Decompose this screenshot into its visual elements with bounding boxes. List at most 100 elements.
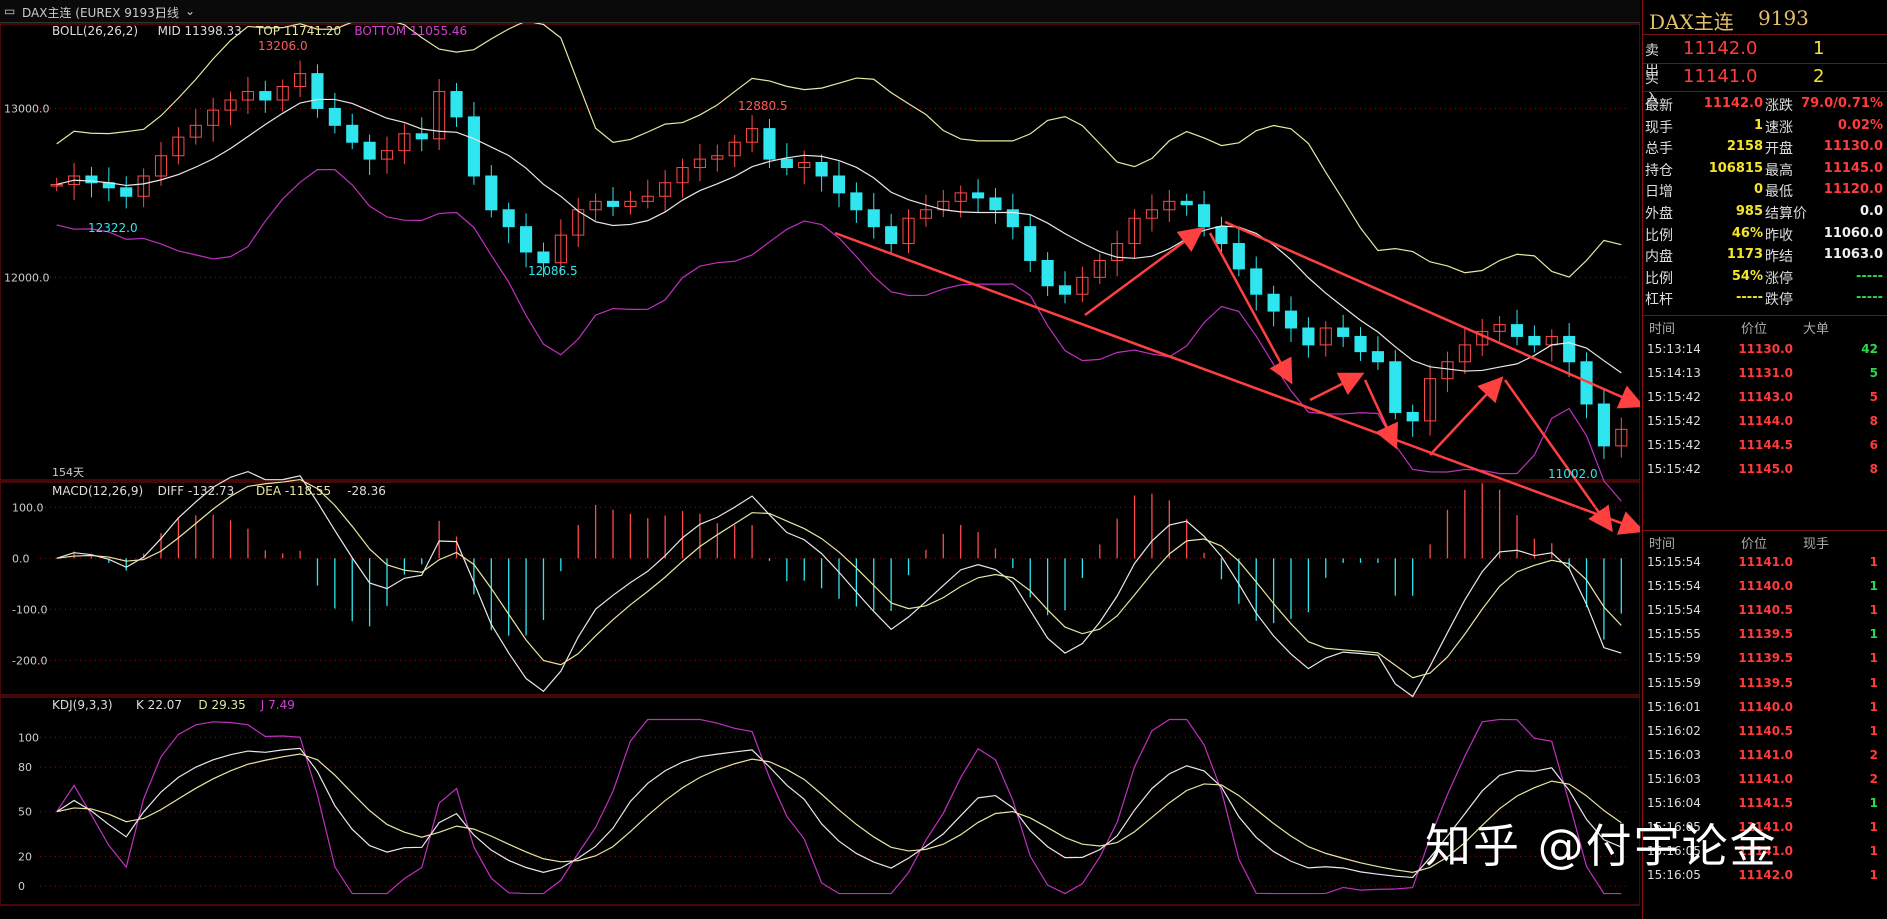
tick-price: 11139.5 xyxy=(1738,651,1793,666)
buy-price: 11141.0 xyxy=(1683,66,1758,87)
tick-price: 11141.0 xyxy=(1738,747,1793,762)
candle-body xyxy=(850,192,863,211)
tick-size: 1 xyxy=(1869,603,1878,618)
y-tick-label: 100.0 xyxy=(12,501,44,514)
candle-body xyxy=(763,128,776,160)
boll-bottom-value: BOTTOM 11055.46 xyxy=(354,24,467,38)
kdj-k-value: K 22.07 xyxy=(136,698,182,712)
column-header: 价位 xyxy=(1741,537,1768,552)
kdj-d-value: D 29.35 xyxy=(198,698,245,712)
buy-label: 买入 xyxy=(1645,71,1659,107)
panel-frame xyxy=(0,696,1640,906)
tick-time: 15:15:54 xyxy=(1647,555,1701,569)
candle-body xyxy=(1198,204,1211,228)
y-tick-label: -200.0 xyxy=(12,654,47,667)
instrument-label[interactable]: DAX主连 (EUREX 9193) xyxy=(22,6,160,20)
candle-body xyxy=(972,192,985,199)
candle-body xyxy=(815,161,828,177)
stat-value: 1173 xyxy=(1726,247,1763,263)
y-tick-label: 0 xyxy=(18,880,25,893)
trend-arrow xyxy=(1429,376,1504,456)
candle-body xyxy=(1510,324,1524,337)
boll-top-value: TOP 11741.20 xyxy=(255,24,341,38)
tick-time: 15:15:54 xyxy=(1647,579,1701,594)
stat-label: 最高 xyxy=(1765,162,1793,179)
tick-price: 11141.0 xyxy=(1738,844,1793,859)
tick-price: 11141.5 xyxy=(1738,796,1793,810)
candle-body xyxy=(693,158,706,169)
candle-body xyxy=(537,251,550,264)
trend-arrow xyxy=(1363,379,1398,450)
candle-body xyxy=(363,141,376,160)
candle-body xyxy=(485,175,498,211)
candle-body xyxy=(902,217,915,245)
low-label: 11002.0 xyxy=(1548,467,1598,481)
kdj-k-line xyxy=(56,747,1622,879)
stat-value: 106815 xyxy=(1708,160,1763,176)
candle-body xyxy=(467,116,480,177)
candle-body xyxy=(380,150,394,160)
y-tick-label: 80 xyxy=(18,761,32,774)
y-tick-label: -100.0 xyxy=(12,603,47,616)
tick-price: 11139.5 xyxy=(1738,675,1793,690)
column-header: 价位 xyxy=(1741,322,1768,337)
stat-label: 最低 xyxy=(1765,184,1793,201)
stat-label: 昨结 xyxy=(1765,249,1793,266)
days-count: 154天 xyxy=(52,466,84,479)
candle-body xyxy=(746,128,759,143)
trend-arrow xyxy=(834,231,1640,535)
candle-body xyxy=(624,200,637,207)
tick-price: 11141.0 xyxy=(1738,555,1793,569)
tick-size: 1 xyxy=(1869,627,1878,642)
boll-lower-line xyxy=(56,169,1622,502)
tick-price: 11141.0 xyxy=(1738,820,1793,835)
period-selector[interactable]: 日线 xyxy=(155,6,180,20)
tick-time: 15:16:05 xyxy=(1647,868,1701,883)
menu-icon[interactable]: ▭ xyxy=(4,4,16,18)
candle-body xyxy=(1528,335,1541,346)
tick-time: 15:16:05 xyxy=(1647,820,1701,835)
order-size: 5 xyxy=(1869,390,1878,404)
kdj-name: KDJ(9,3,3) xyxy=(52,698,113,712)
candle-body xyxy=(659,182,672,197)
y-tick-label: 13000.0 xyxy=(4,102,50,115)
candle-body xyxy=(1058,285,1072,295)
order-size: 8 xyxy=(1869,414,1878,428)
stat-value: 79.0/0.71% xyxy=(1801,96,1883,111)
candle-body xyxy=(1319,327,1332,346)
tick-size: 1 xyxy=(1869,579,1878,594)
candle-body xyxy=(154,155,168,177)
candle-body xyxy=(276,85,289,101)
candle-body xyxy=(1615,428,1628,447)
tick-price: 11139.5 xyxy=(1738,627,1793,642)
order-time: 15:13:14 xyxy=(1647,342,1701,356)
candle-body xyxy=(1111,243,1124,261)
tick-size: 1 xyxy=(1869,820,1878,835)
column-header: 现手 xyxy=(1803,537,1830,552)
stat-value: 11145.0 xyxy=(1823,160,1883,176)
order-size: 5 xyxy=(1869,366,1878,380)
tick-time: 15:16:01 xyxy=(1647,699,1701,714)
candle-body xyxy=(728,141,741,157)
stat-value: ----- xyxy=(1856,268,1883,284)
tick-time: 15:16:04 xyxy=(1647,796,1701,810)
low-label: 12086.5 xyxy=(528,264,578,278)
boll-upper-line xyxy=(56,14,1622,278)
candle-body xyxy=(1163,200,1176,211)
chart-area[interactable]: 13000.0 12000.0 13206.0 12880.5 12322.0 12086… xyxy=(0,0,1640,919)
order-price: 11144.5 xyxy=(1738,438,1793,452)
tick-time: 15:16:03 xyxy=(1647,747,1701,762)
kdj-j-value: J 7.49 xyxy=(260,698,295,712)
macd-diff-line xyxy=(56,470,1622,698)
quote-title: DAX主连 xyxy=(1649,10,1734,34)
candle-body xyxy=(1180,200,1193,206)
trend-arrow xyxy=(1208,232,1293,385)
macd-dea-line xyxy=(56,478,1622,679)
candle-body xyxy=(172,136,185,157)
y-tick-label: 12000.0 xyxy=(4,271,50,284)
candle-body xyxy=(554,234,567,264)
order-price: 11130.0 xyxy=(1738,342,1793,356)
stat-label: 内盘 xyxy=(1645,249,1673,266)
chevron-down-icon[interactable]: ⌄ xyxy=(185,4,196,18)
tick-size: 1 xyxy=(1869,675,1878,690)
